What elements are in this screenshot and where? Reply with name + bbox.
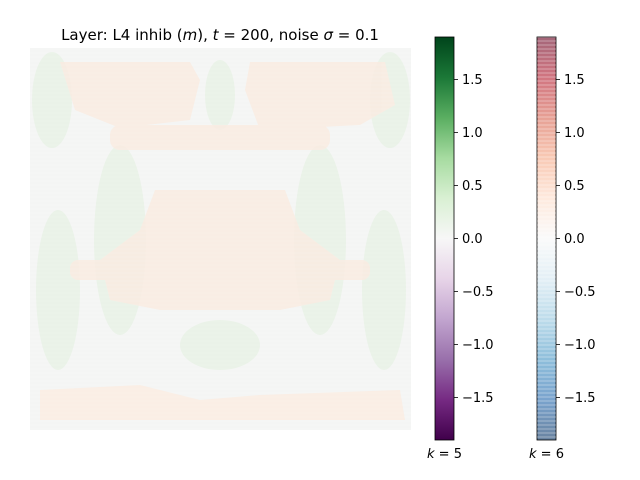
colorbar-tick-label: −0.5 bbox=[462, 285, 494, 300]
colorbar-tick-label: 0.0 bbox=[462, 232, 483, 247]
colorbar-tick-label: 1.0 bbox=[462, 126, 483, 141]
colorbar-tick-label: −1.0 bbox=[564, 338, 596, 353]
colorbar-5: 1.5 1.0 0.5 0.0 −0.5 −1.0 −1.5 k = 5 bbox=[427, 36, 494, 462]
colorbar-tick-label: −0.5 bbox=[564, 285, 596, 300]
colorbar-tick-label: 0.5 bbox=[462, 179, 483, 194]
colorbar-tick-label: −1.0 bbox=[462, 338, 494, 353]
colorbar-tick-label: −1.5 bbox=[564, 391, 596, 406]
colorbar-6: 1.5 1.0 0.5 0.0 −0.5 −1.0 −1.5 k = 6 bbox=[529, 36, 596, 462]
colorbar-gradient bbox=[434, 36, 455, 441]
colorbar-tick-label: 1.5 bbox=[462, 73, 483, 88]
colorbar-tick-label: −1.5 bbox=[462, 391, 494, 406]
colorbar-tick-label: 0.0 bbox=[564, 232, 585, 247]
colorbar-tick-label: 0.5 bbox=[564, 179, 585, 194]
chart-title: Layer: L4 inhib (m), t = 200, noise σ = … bbox=[61, 26, 379, 44]
colorbar-tick-label: 1.5 bbox=[564, 73, 585, 88]
colorbar-tick-label: 1.0 bbox=[564, 126, 585, 141]
heatmap-image bbox=[30, 48, 411, 430]
colorbar-label: k = 5 bbox=[427, 447, 462, 462]
colorbar-stripes bbox=[537, 37, 556, 440]
colorbar-label: k = 6 bbox=[529, 447, 564, 462]
